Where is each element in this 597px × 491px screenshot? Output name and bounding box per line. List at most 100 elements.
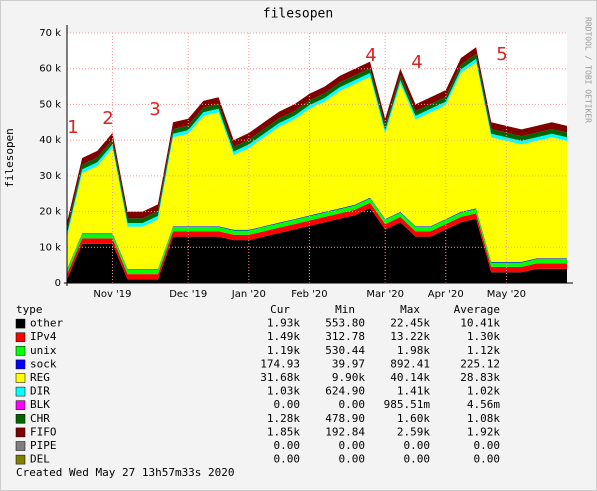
legend-stat: 1.30k: [467, 330, 500, 343]
annotation: 2: [102, 108, 113, 129]
legend-label: IPv4: [30, 330, 57, 343]
annotation: 3: [149, 99, 160, 120]
legend-stat: 1.03k: [267, 385, 300, 398]
y-tick-label: 60 k: [39, 64, 61, 75]
area: [67, 54, 567, 234]
legend-stat: 1.02k: [467, 385, 500, 398]
legend-stat: 2.59k: [397, 425, 430, 438]
annotation: 4: [365, 45, 376, 66]
legend-stat: 553.80: [325, 317, 365, 330]
legend-label: sock: [30, 357, 57, 370]
legend-stat: 892.41: [390, 357, 430, 370]
y-axis-label: filesopen: [3, 128, 16, 188]
legend-stat: 1.93k: [267, 317, 300, 330]
legend-swatch: [15, 332, 26, 342]
legend-stat: 0.00: [404, 439, 431, 452]
legend-swatch: [15, 359, 26, 370]
legend-header: Cur: [270, 303, 290, 316]
legend-label: other: [30, 317, 63, 330]
legend-swatch: [15, 414, 26, 424]
legend-stat: 1.41k: [397, 385, 430, 398]
legend-swatch: [15, 346, 26, 356]
legend-stat: 9.90k: [332, 371, 365, 384]
footer: Created Wed May 27 13h57m33s 2020: [16, 466, 235, 479]
legend-stat: 0.00: [474, 453, 501, 466]
legend-stat: 1.12k: [467, 344, 500, 357]
legend-stat: 192.84: [325, 425, 365, 438]
x-tick-label: Apr '20: [428, 289, 464, 300]
y-tick-label: 70 k: [39, 28, 61, 39]
area: [67, 47, 567, 230]
legend-swatch: [15, 373, 26, 383]
legend-label: DEL: [30, 453, 50, 466]
legend-stat: 1.49k: [267, 330, 300, 343]
y-tick-label: 10 k: [39, 242, 61, 253]
chart-title: filesopen: [263, 7, 333, 22]
annotation: 4: [411, 52, 422, 73]
legend-stat: 13.22k: [390, 330, 430, 343]
x-tick-label: Nov '19: [93, 289, 131, 300]
legend-stat: 0.00: [274, 453, 301, 466]
legend-stat: 40.14k: [390, 371, 430, 384]
legend-stat: 312.78: [325, 330, 365, 343]
y-tick-label: 40 k: [39, 135, 61, 146]
area: [67, 58, 567, 238]
legend-swatch: [15, 454, 26, 465]
legend-swatch: [15, 400, 26, 410]
legend-label: REG: [30, 371, 50, 384]
legend-stat: 0.00: [339, 453, 366, 466]
legend-stat: 0.00: [274, 439, 301, 452]
area: [67, 202, 567, 280]
legend-swatch: [15, 386, 26, 397]
legend-stat: 4.56m: [467, 398, 500, 411]
legend-stat: 985.51m: [384, 398, 431, 411]
y-tick-label: 0: [55, 278, 61, 289]
area: [67, 62, 567, 270]
legend-stat: 0.00: [339, 439, 366, 452]
legend-header: Min: [335, 303, 355, 316]
legend-stat: 1.19k: [267, 344, 300, 357]
legend-label: PIPE: [30, 439, 57, 452]
legend-label: DIR: [30, 385, 50, 398]
annotation: 1: [67, 117, 78, 138]
legend-stat: 1.60k: [397, 412, 430, 425]
x-tick-label: Dec '19: [169, 289, 207, 300]
legend-swatch: [15, 318, 26, 329]
legend-stat: 10.41k: [460, 317, 500, 330]
legend-swatch: [15, 441, 26, 451]
legend-stat: 478.90: [325, 412, 365, 425]
legend-stat: 530.44: [325, 344, 365, 357]
area: [67, 208, 567, 283]
legend-stat: 31.68k: [260, 371, 300, 384]
legend-stat: 0.00: [274, 398, 301, 411]
legend-stat: 1.85k: [267, 425, 300, 438]
legend-stat: 0.00: [339, 398, 366, 411]
legend-stat: 1.98k: [397, 344, 430, 357]
y-tick-label: 20 k: [39, 207, 61, 218]
y-tick-label: 30 k: [39, 171, 61, 182]
legend-stat: 0.00: [404, 453, 431, 466]
area: [67, 197, 567, 270]
area: [67, 198, 567, 275]
legend-stat: 174.93: [260, 357, 300, 370]
legend-stat: 1.08k: [467, 412, 500, 425]
x-tick-label: Mar '20: [366, 289, 404, 300]
legend-label: BLK: [30, 398, 50, 411]
annotation: 5: [496, 44, 507, 65]
legend-stat: 39.97: [332, 357, 365, 370]
legend-swatch: [15, 427, 26, 438]
legend-stat: 624.90: [325, 385, 365, 398]
legend-stat: 1.28k: [267, 412, 300, 425]
x-tick-label: Feb '20: [291, 289, 327, 300]
legend-header: Max: [400, 303, 420, 316]
legend-header: Average: [454, 303, 500, 316]
legend-label: FIFO: [30, 425, 57, 438]
x-tick-label: Jan '20: [231, 289, 266, 300]
x-tick-label: May '20: [487, 289, 526, 300]
y-tick-label: 50 k: [39, 99, 61, 110]
legend-stat: 22.45k: [390, 317, 430, 330]
legend-label: CHR: [30, 412, 50, 425]
legend-stat: 1.92k: [467, 425, 500, 438]
legend-stat: 225.12: [460, 357, 500, 370]
